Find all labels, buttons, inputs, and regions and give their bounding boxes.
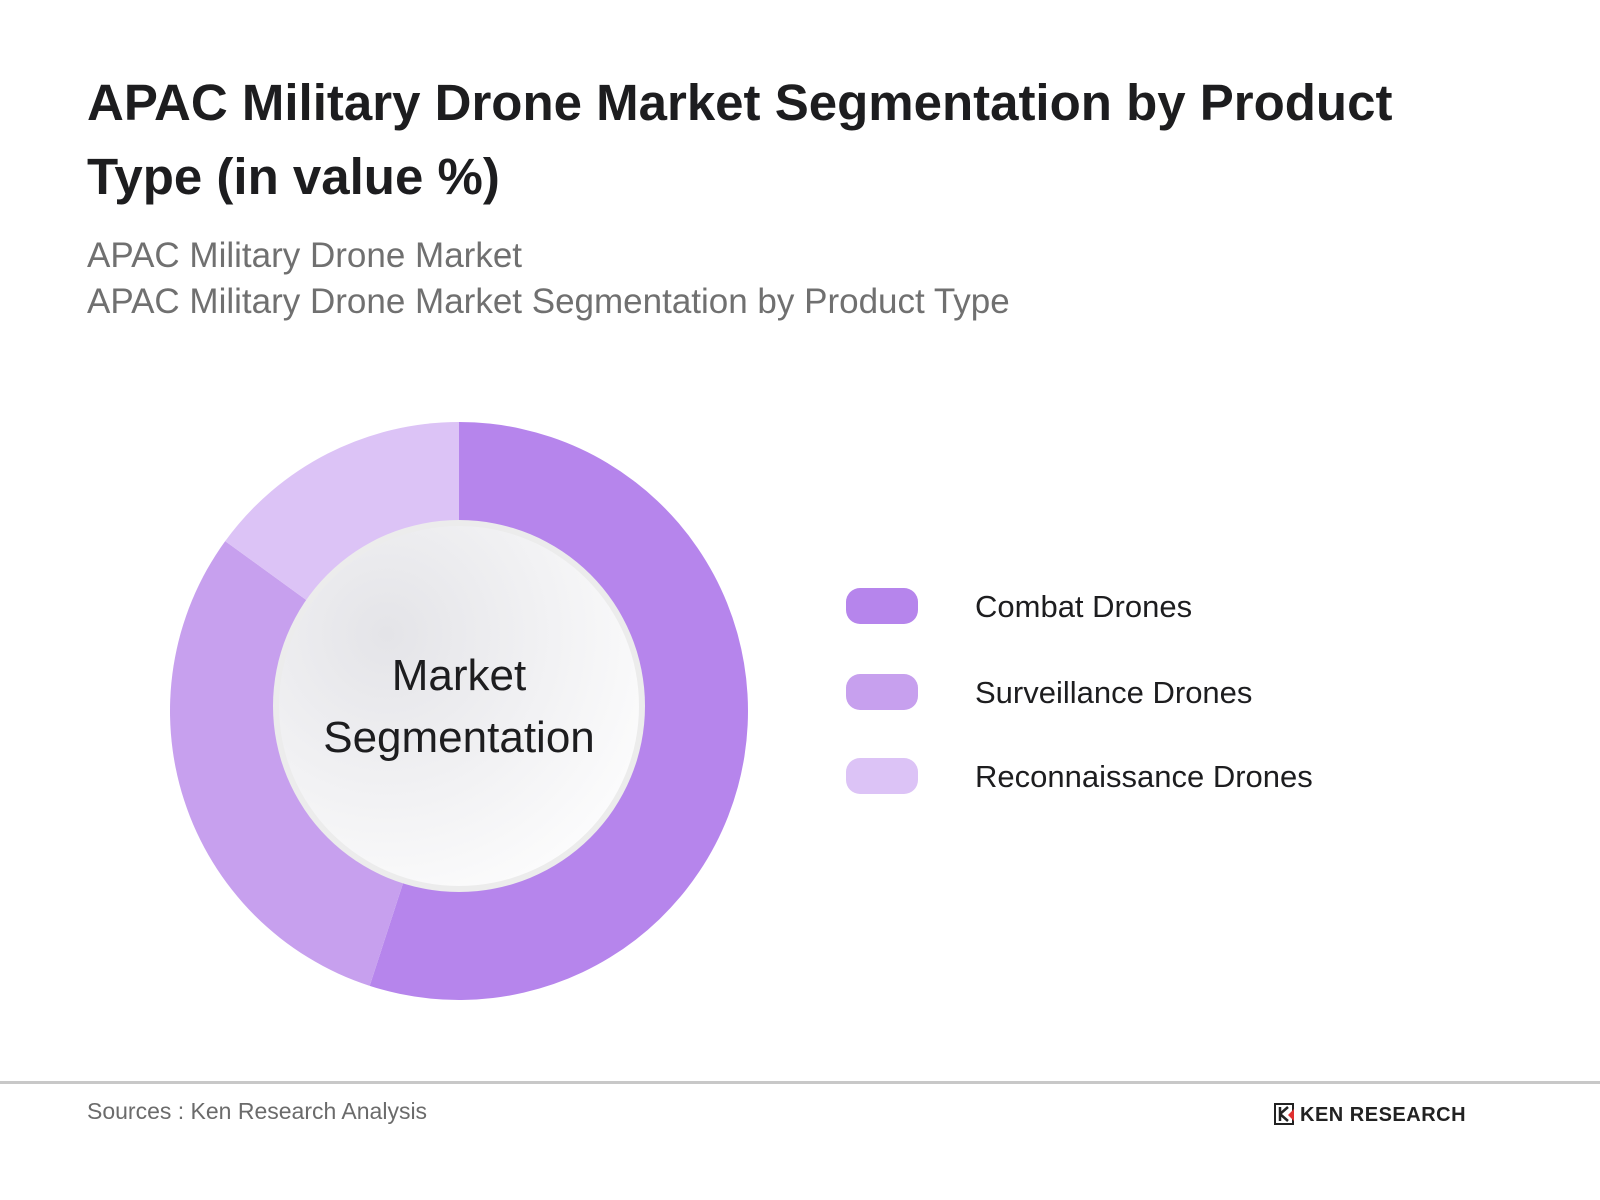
legend-item-surveillance: Surveillance Drones xyxy=(846,674,1446,710)
legend-item-reconnaissance: Reconnaissance Drones xyxy=(846,758,1446,794)
subtitle-segmentation: APAC Military Drone Market Segmentation … xyxy=(87,282,1010,321)
legend-swatch xyxy=(846,674,918,710)
footer-divider xyxy=(0,1081,1600,1084)
center-disc xyxy=(279,526,639,886)
center-label: Market Segmentation xyxy=(323,651,595,762)
legend-label: Reconnaissance Drones xyxy=(975,759,1313,794)
legend-swatch xyxy=(846,758,918,794)
legend-item-combat: Combat Drones xyxy=(846,588,1446,624)
logo-text: KEN RESEARCH xyxy=(1300,1103,1467,1126)
legend-label: Combat Drones xyxy=(975,589,1193,624)
legend-swatch xyxy=(846,588,918,624)
donut-chart xyxy=(170,422,749,1000)
source-note: Sources : Ken Research Analysis xyxy=(87,1098,428,1124)
legend-label: Surveillance Drones xyxy=(975,675,1253,710)
subtitle-market: APAC Military Drone Market xyxy=(87,236,523,275)
ken-research-logo: KEN RESEARCH xyxy=(1274,1103,1466,1127)
chart-title: APAC Military Drone Market Segmentation … xyxy=(87,74,1393,205)
ken-logo-icon xyxy=(1274,1103,1294,1125)
